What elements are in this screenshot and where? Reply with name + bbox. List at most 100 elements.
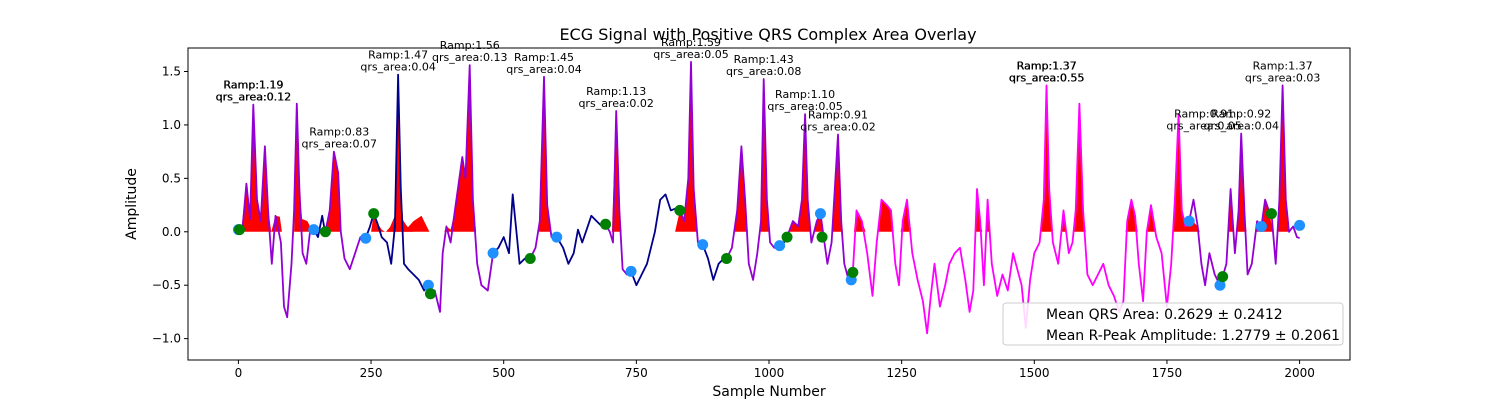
annotation-ramp: Ramp:1.19 — [224, 79, 284, 92]
qrs-area-fill — [404, 215, 430, 232]
annotation-qrs-area: qrs_area:0.12 — [216, 91, 291, 104]
annotation-ramp: Ramp:1.45 — [514, 51, 574, 64]
annotation-ramp: Ramp:1.10 — [775, 88, 835, 101]
qrs-offset-marker — [424, 288, 436, 300]
qrs-area-fill — [388, 74, 404, 232]
ecg-signal-segment — [786, 113, 854, 281]
x-tick-label: 750 — [625, 366, 648, 380]
annotation-ramp: Ramp:0.92 — [1211, 107, 1271, 120]
qrs-onset-marker — [625, 265, 637, 277]
qrs-onset-marker — [1255, 220, 1267, 232]
annotation-qrs-area: qrs_area:0.05 — [1166, 119, 1241, 132]
ecg-signal-segment — [364, 73, 432, 295]
y-tick-label: 1.5 — [162, 65, 181, 79]
qrs-onset-marker — [814, 208, 826, 220]
annotation-qrs-area: qrs_area:0.12 — [216, 91, 291, 104]
annotation-qrs-area: qrs_area:0.05 — [767, 100, 842, 113]
annotation-qrs-area: qrs_area:0.13 — [432, 51, 507, 64]
y-tick-label: −1.0 — [152, 332, 181, 346]
qrs-offset-marker — [368, 208, 380, 220]
onset-offset-markers — [232, 204, 1306, 300]
qrs-area-fill — [1125, 199, 1138, 232]
ecg-signal-segment — [237, 102, 315, 319]
annotation-ramp: Ramp:1.19 — [223, 79, 283, 92]
peak-annotations: Ramp:1.19qrs_area:0.12Ramp:1.19qrs_area:… — [216, 36, 1321, 151]
x-tick-label: 1750 — [1152, 366, 1183, 380]
chart-title: ECG Signal with Positive QRS Complex Are… — [559, 25, 976, 44]
ecg-signal-segment — [630, 193, 681, 287]
qrs-onset-marker — [308, 224, 320, 236]
qrs-offset-marker — [816, 231, 828, 243]
qrs-offset-marker — [1217, 271, 1229, 283]
qrs-area-fill — [538, 76, 551, 232]
annotation-qrs-area: qrs_area:0.02 — [800, 121, 875, 134]
annotation-ramp: Ramp:1.13 — [586, 85, 646, 98]
qrs-offset-marker — [674, 204, 686, 216]
qrs-offset-marker — [600, 218, 612, 230]
annotation-qrs-area: qrs_area:0.04 — [1203, 119, 1278, 132]
qrs-offset-marker — [1265, 208, 1277, 220]
annotation-qrs-area: qrs_area:0.08 — [726, 65, 801, 78]
ecg-signal-segment — [492, 193, 531, 265]
ecg-signal-segment — [725, 78, 780, 281]
qrs-offset-marker — [781, 231, 793, 243]
annotation-qrs-area: qrs_area:0.04 — [360, 61, 435, 74]
qrs-area-fill — [877, 199, 894, 232]
legend: Mean QRS Area: 0.2629 ± 0.2412 Mean R-Pe… — [1002, 302, 1344, 346]
y-tick-label: 0.0 — [162, 225, 181, 239]
x-tick-label: 250 — [360, 366, 383, 380]
y-tick-label: 0.5 — [162, 171, 181, 185]
qrs-onset-marker — [487, 247, 499, 259]
qrs-onset-marker — [551, 231, 563, 243]
x-tick-label: 1000 — [754, 366, 785, 380]
annotation-ramp: Ramp:1.37 — [1016, 59, 1076, 72]
qrs-onset-marker — [1183, 215, 1195, 227]
annotation-ramp: Ramp:0.83 — [309, 126, 369, 139]
x-axis-label: Sample Number — [712, 384, 825, 400]
x-axis: 0 250 500 750 1000 1250 1500 1750 2000 — [235, 360, 1315, 380]
legend-entry-mean-r-peak-amplitude: Mean R-Peak Amplitude: 1.2779 ± 0.2061 — [1046, 328, 1340, 344]
annotation-ramp: Ramp:1.37 — [1017, 59, 1077, 72]
annotation-qrs-area: qrs_area:0.04 — [506, 63, 581, 76]
annotation-ramp: Ramp:1.43 — [734, 53, 794, 66]
annotation-ramp: Ramp:1.59 — [661, 36, 721, 49]
legend-entry-mean-qrs-area: Mean QRS Area: 0.2629 ± 0.2412 — [1046, 307, 1283, 323]
x-tick-label: 1250 — [886, 366, 917, 380]
qrs-onset-marker — [360, 232, 372, 244]
annotation-qrs-area: qrs_area:0.55 — [1009, 71, 1084, 84]
ecg-signal-segment — [1188, 84, 1300, 287]
ecg-signal-segment — [429, 64, 494, 313]
annotation-ramp: Ramp:1.47 — [368, 49, 428, 62]
ecg-signal-segment — [556, 214, 607, 265]
qrs-offset-marker — [524, 252, 536, 264]
y-tick-label: 1.0 — [162, 118, 181, 132]
qrs-offset-marker — [233, 224, 245, 236]
qrs-onset-marker — [774, 240, 786, 252]
x-tick-label: 2000 — [1284, 366, 1315, 380]
qrs-area-fill — [385, 215, 414, 232]
annotation-ramp: Ramp:1.56 — [440, 39, 500, 52]
plot-frame — [187, 47, 1351, 361]
annotation-ramp: Ramp:0.91 — [1174, 107, 1234, 120]
annotation-qrs-area: qrs_area:0.07 — [301, 138, 376, 151]
annotation-qrs-area: qrs_area:0.02 — [578, 97, 653, 110]
y-axis-label: Amplitude — [124, 168, 140, 240]
y-axis: −1.0 −0.5 0.0 0.5 1.0 1.5 — [152, 65, 188, 346]
qrs-area-fill — [1074, 103, 1086, 232]
qrs-onset-marker — [422, 279, 434, 291]
qrs-offset-marker — [721, 252, 733, 264]
y-tick-label: −0.5 — [152, 278, 181, 292]
x-tick-label: 0 — [235, 366, 243, 380]
qrs-area-fill — [294, 103, 313, 232]
qrs-offset-marker — [847, 266, 859, 278]
annotation-ramp: Ramp:0.91 — [808, 109, 868, 122]
annotation-qrs-area: qrs_area:0.05 — [653, 48, 728, 61]
qrs-onset-marker — [697, 239, 709, 251]
qrs-offset-marker — [319, 226, 331, 238]
qrs-onset-marker — [1214, 279, 1226, 291]
ecg-signal-segment — [324, 150, 366, 271]
x-tick-label: 1500 — [1019, 366, 1050, 380]
qrs-area-fill — [1255, 199, 1274, 232]
legend-box — [1002, 302, 1344, 346]
